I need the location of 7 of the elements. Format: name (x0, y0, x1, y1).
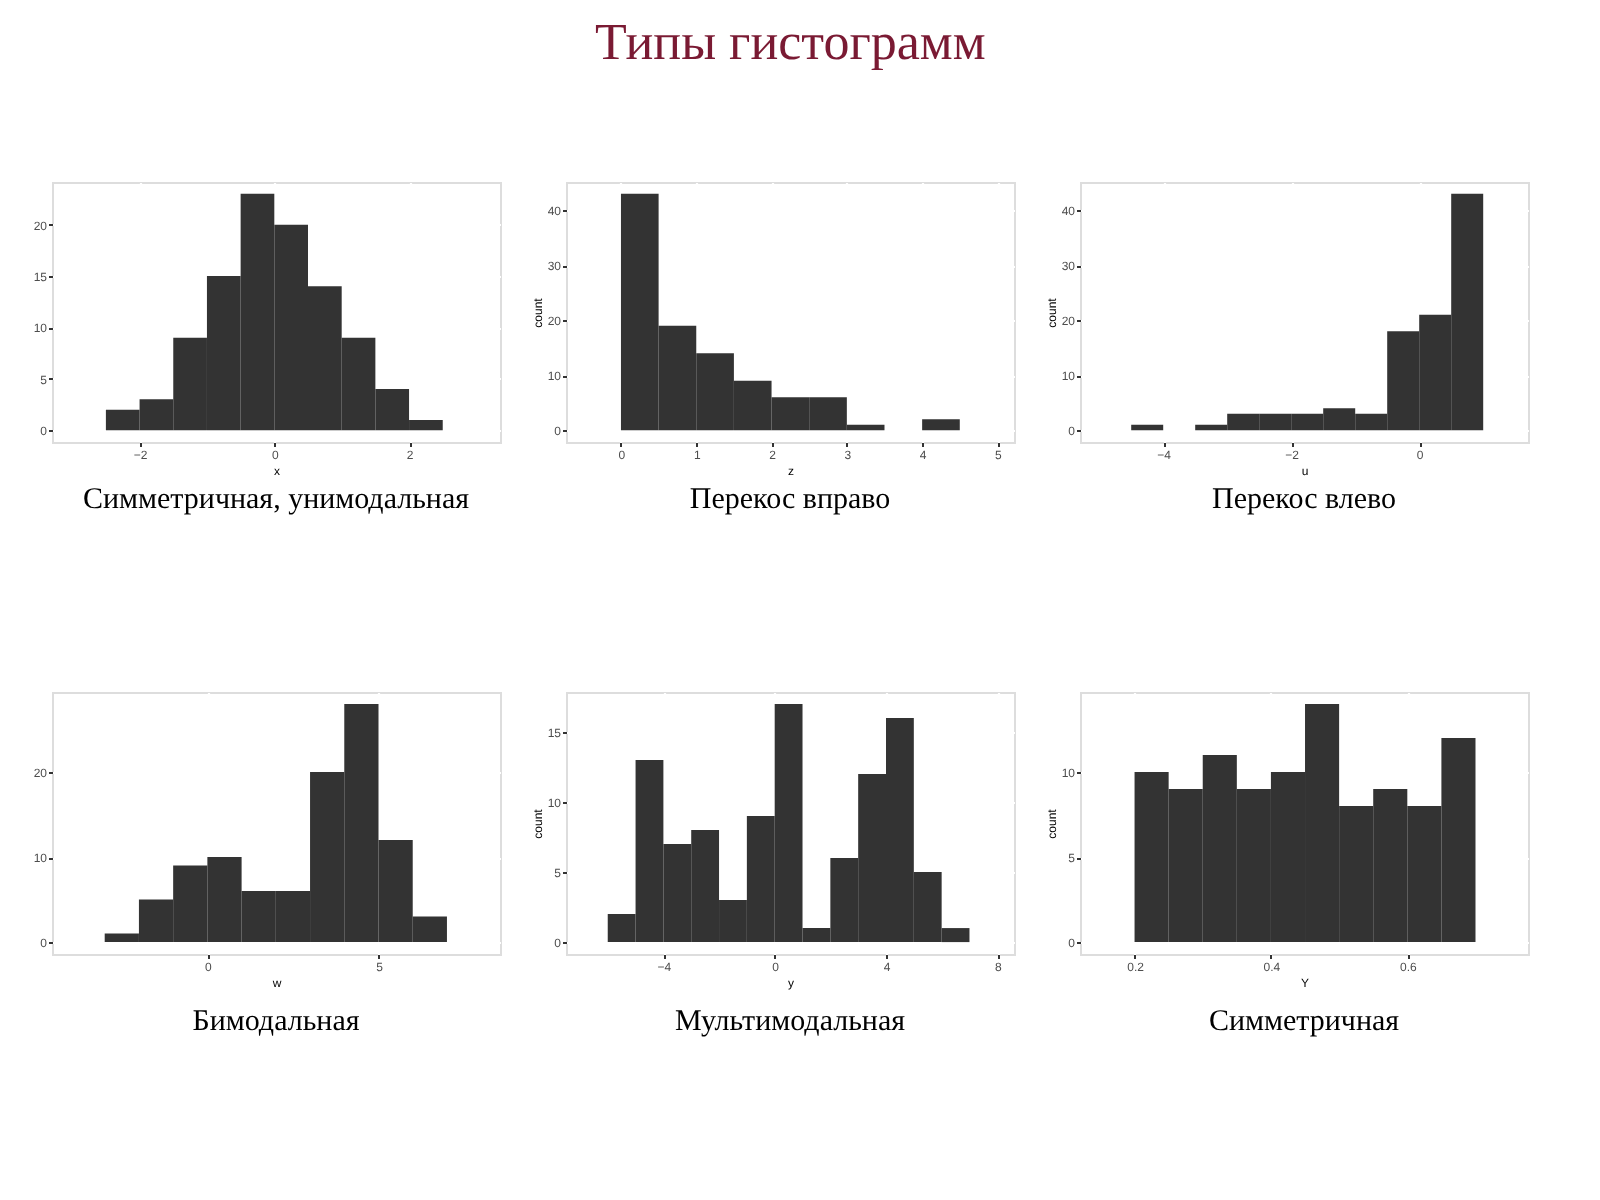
text: Симметричная (1208, 1006, 1400, 1038)
text: Симметричная, унимодальная (82, 484, 470, 516)
text: Перекос вправо (689, 484, 891, 516)
text: Бимодальная (192, 1006, 360, 1038)
text: Перекос влево (1212, 484, 1396, 516)
text: Мультимодальная (674, 1006, 906, 1038)
text: Типы гистограмм (595, 13, 986, 71)
